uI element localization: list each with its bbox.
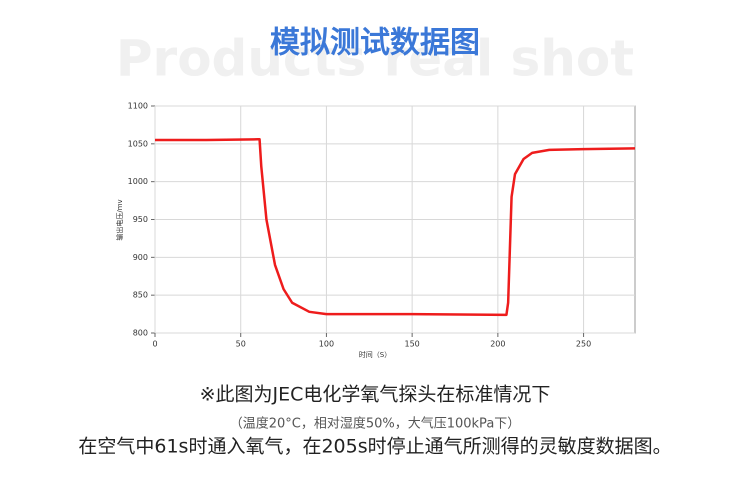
x-tick-label: 200 — [490, 340, 505, 349]
y-axis-label: 输出电压/mv — [115, 199, 124, 240]
y-tick-label: 800 — [133, 329, 148, 338]
y-tick-label: 1000 — [128, 177, 148, 186]
y-tick-label: 850 — [133, 291, 148, 300]
data-line — [155, 138, 636, 317]
x-tick-label: 150 — [405, 340, 420, 349]
x-tick-label: 100 — [319, 340, 334, 349]
x-tick-label: 250 — [576, 340, 591, 349]
x-tick-label: 0 — [152, 340, 157, 349]
watermark: Products real shot — [116, 30, 634, 88]
y-tick-label: 1050 — [128, 139, 148, 148]
caption: ※此图为JEC电化学氧气探头在标准情况下 — [200, 384, 551, 406]
chart-title: 模拟测试数据图 — [270, 26, 480, 61]
x-tick-label: 50 — [236, 340, 246, 349]
caption: 在空气中61s时通入氧气，在205s时停止通气所测得的灵敏度数据图。 — [78, 436, 671, 458]
x-axis-label: 时间（S） — [359, 350, 391, 359]
y-tick-label: 1100 — [128, 102, 148, 111]
y-tick-label: 950 — [133, 215, 148, 224]
y-tick-label: 900 — [133, 253, 148, 262]
caption: （温度20°C，相对湿度50%，大气压100kPa下） — [230, 416, 521, 432]
